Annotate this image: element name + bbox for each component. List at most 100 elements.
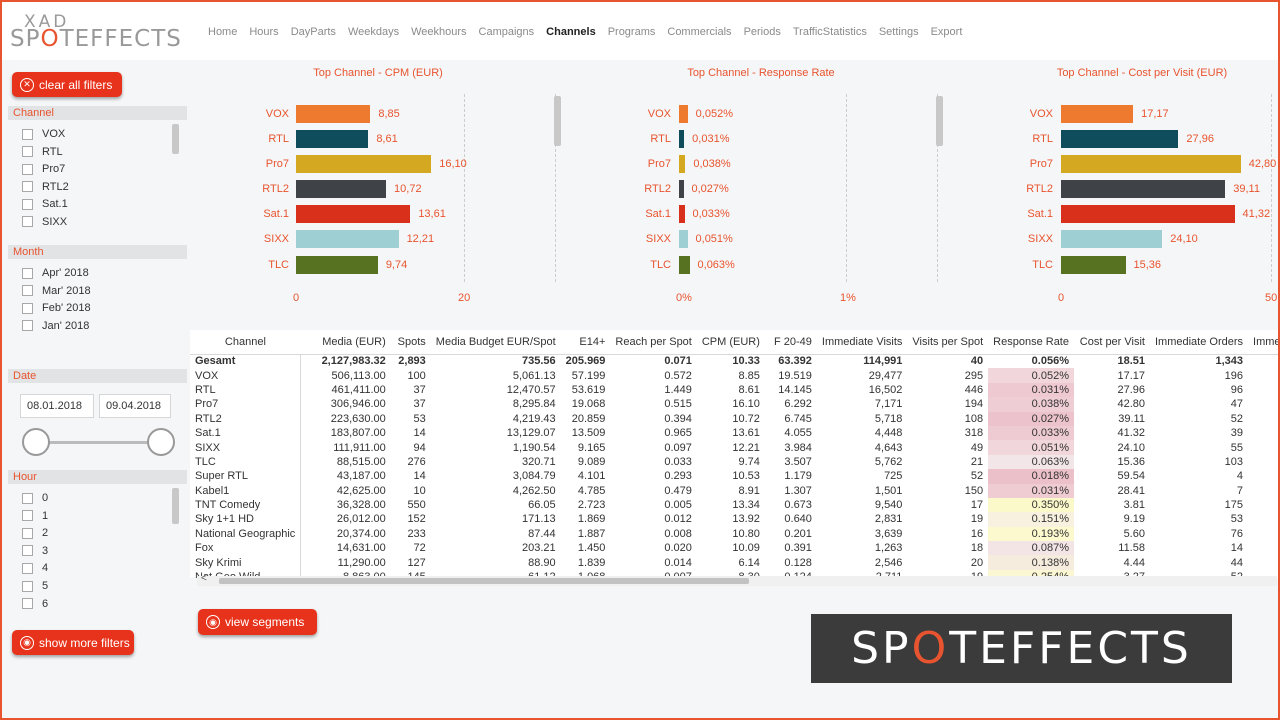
nav-item-campaigns[interactable]: Campaigns (478, 26, 535, 38)
filter-hour-header[interactable]: Hour (8, 470, 187, 484)
column-header[interactable]: Response Rate (988, 330, 1074, 355)
table-row[interactable]: National Geographic 20,374.00 233 87.44 1.88… (190, 526, 1278, 542)
column-header[interactable]: Immed (1248, 330, 1278, 355)
date-slider-track[interactable] (38, 441, 164, 444)
checkbox[interactable] (22, 146, 33, 157)
column-header[interactable]: Media Budget EUR/Spot (430, 330, 561, 355)
channel-checkbox-item[interactable]: VOX (22, 128, 65, 140)
column-header[interactable]: Visits per Spot (907, 330, 989, 355)
hour-checkbox-item[interactable]: 6 (22, 598, 48, 610)
checkbox[interactable] (22, 510, 33, 522)
channel-checkbox-item[interactable]: SIXX (22, 216, 67, 228)
table-row[interactable]: RTL 461,411.00 37 12,470.57 53.619 1.449 8.61 1… (190, 382, 1278, 398)
table-row[interactable]: Pro7 306,946.00 37 8,295.84 19.068 0.515 16.10… (190, 397, 1278, 412)
hour-checkbox-item[interactable]: 5 (22, 580, 48, 592)
month-checkbox-item[interactable]: Jan' 2018 (22, 320, 89, 332)
checkbox[interactable] (22, 216, 33, 227)
channel-checkbox-item[interactable]: Pro7 (22, 163, 65, 175)
checkbox[interactable] (22, 302, 33, 314)
table-cell: 8.91 (738, 484, 760, 497)
checkbox[interactable] (22, 545, 33, 557)
channel-checkbox-item[interactable]: RTL (22, 146, 63, 158)
table-scroll-thumb[interactable] (219, 578, 749, 584)
channel-checkbox-item[interactable]: Sat.1 (22, 198, 68, 210)
table-row[interactable]: RTL2 223,630.00 53 4,219.43 20.859 0.394 10.72… (190, 411, 1278, 426)
column-header[interactable]: Immediate Visits (816, 330, 908, 355)
nav-item-home[interactable]: Home (208, 26, 238, 38)
nav-item-dayparts[interactable]: DayParts (290, 26, 336, 38)
filter-channel-header[interactable]: Channel (8, 106, 187, 120)
nav-item-commercials[interactable]: Commercials (667, 26, 732, 38)
nav-item-programs[interactable]: Programs (607, 26, 656, 38)
table-row[interactable]: Sky 1+1 HD 26,012.00 152 171.13 1.869 0.012 13… (190, 512, 1278, 527)
checkbox[interactable] (22, 163, 33, 175)
nav-item-hours[interactable]: Hours (249, 26, 279, 38)
xad-spoteffects-logo[interactable]: XAD SPOTEFFECTS (10, 12, 190, 56)
column-header[interactable]: Channel (190, 330, 301, 355)
table-horizontal-scrollbar[interactable]: < (197, 573, 1277, 586)
column-header[interactable]: CPM (EUR) (696, 330, 765, 355)
table-row[interactable]: Sat.1 183,807.00 14 13,129.07 13.509 0.965 13.… (190, 425, 1278, 441)
checkbox[interactable] (22, 598, 33, 610)
month-checkbox-item[interactable]: Apr' 2018 (22, 267, 89, 279)
month-checkbox-item[interactable]: Mar' 2018 (22, 285, 91, 297)
table-row[interactable]: Kabel1 42,625.00 10 4,262.50 4.785 0.479 8.91 1… (190, 483, 1278, 498)
column-header[interactable]: Immediate Orders (1149, 330, 1249, 355)
table-row[interactable]: VOX 506,113.00 100 5,061.13 57.199 0.572 8.85 1… (190, 368, 1278, 383)
show-more-filters-button[interactable]: ◉ show more filters (12, 630, 134, 655)
filter-date-header[interactable]: Date (8, 369, 187, 383)
date-slider-start-handle[interactable] (22, 428, 50, 456)
table-row[interactable]: Super RTL 43,187.00 14 3,084.79 4.101 0.293 10… (190, 469, 1278, 484)
nav-item-settings[interactable]: Settings (878, 26, 919, 38)
column-header[interactable]: Spots (390, 330, 431, 355)
chart1-scrollbar[interactable] (554, 96, 561, 146)
channel-list-scrollbar[interactable] (172, 124, 179, 154)
checkbox[interactable] (22, 128, 33, 140)
column-header[interactable]: Media (EUR) (300, 330, 391, 355)
channel-checkbox-item[interactable]: RTL2 (22, 181, 69, 193)
nav-item-weekdays[interactable]: Weekdays (347, 26, 400, 38)
column-header[interactable]: Cost per Visit (1073, 330, 1150, 355)
table-total-row[interactable]: Gesamt 2,127,983.32 2,893 735.56 205.969 0.07… (190, 354, 1278, 369)
date-to-field[interactable]: 09.04.2018 (99, 394, 171, 418)
table-row[interactable]: SIXX 111,911.00 94 1,190.54 9.165 0.097 12.21 3… (190, 440, 1278, 455)
close-circle-icon: ✕ (20, 77, 34, 92)
table-row[interactable]: Nat Geo Wild 8,863.00 145 61.12 1.068 0.007 8.… (190, 569, 1278, 578)
table-row[interactable]: Fox 14,631.00 72 203.21 1.450 0.020 10.09 0.391… (190, 541, 1278, 556)
chart2-scrollbar[interactable] (936, 96, 943, 146)
nav-item-export[interactable]: Export (930, 26, 963, 38)
nav-item-trafficstatistics[interactable]: TrafficStatistics (792, 26, 867, 38)
checkbox[interactable] (22, 562, 33, 574)
column-header[interactable]: F 20-49 (764, 330, 817, 355)
column-header[interactable]: Reach per Spot (610, 330, 697, 355)
hour-checkbox-item[interactable]: 0 (22, 492, 48, 504)
hour-checkbox-item[interactable]: 3 (22, 545, 48, 557)
checkbox[interactable] (22, 181, 33, 192)
checkbox[interactable] (22, 320, 33, 331)
checkbox[interactable] (22, 285, 33, 296)
clear-all-filters-button[interactable]: ✕ clear all filters (12, 72, 122, 97)
nav-item-weekhours[interactable]: Weekhours (411, 26, 467, 38)
nav-item-channels[interactable]: Channels (546, 26, 596, 38)
hour-checkbox-item[interactable]: 4 (22, 562, 48, 574)
filter-month-header[interactable]: Month (8, 245, 187, 259)
nav-item-periods[interactable]: Periods (743, 26, 781, 38)
hour-list-scrollbar[interactable] (172, 488, 179, 524)
checkbox[interactable] (22, 527, 33, 539)
checkbox[interactable] (22, 198, 33, 210)
table-cell: 0.151% (988, 512, 1074, 527)
hour-checkbox-item[interactable]: 2 (22, 527, 48, 539)
date-slider-end-handle[interactable] (147, 428, 175, 456)
month-checkbox-item[interactable]: Feb' 2018 (22, 302, 91, 314)
scroll-left-icon[interactable]: < (201, 573, 207, 584)
view-segments-button[interactable]: ◉ view segments (198, 609, 317, 635)
table-row[interactable]: Sky Krimi 11,290.00 127 88.90 1.839 0.014 6.14… (190, 555, 1278, 570)
column-header[interactable]: E14+ (560, 330, 611, 355)
checkbox[interactable] (22, 580, 33, 592)
date-from-field[interactable]: 08.01.2018 (20, 394, 94, 418)
checkbox[interactable] (22, 267, 33, 279)
hour-checkbox-item[interactable]: 1 (22, 510, 48, 522)
table-row[interactable]: TLC 88,515.00 276 320.71 9.089 0.033 9.74 3.507… (190, 454, 1278, 470)
table-row[interactable]: TNT Comedy 36,328.00 550 66.05 2.723 0.005 13.… (190, 497, 1278, 513)
checkbox[interactable] (22, 492, 33, 504)
